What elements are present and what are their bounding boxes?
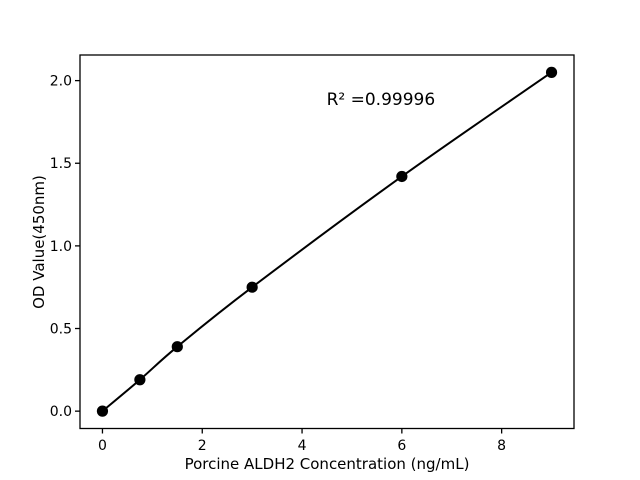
- y-tick-label: 2.0: [50, 74, 72, 90]
- x-tick-label: 0: [98, 438, 107, 454]
- data-point-marker: [171, 341, 183, 353]
- x-axis-label: Porcine ALDH2 Concentration (ng/mL): [185, 455, 470, 473]
- y-tick-label: 1.5: [50, 156, 72, 172]
- x-tick-label: 8: [497, 438, 506, 454]
- x-tick-label: 4: [298, 438, 307, 454]
- data-point-marker: [396, 170, 408, 183]
- y-axis-label: OD Value(450nm): [30, 175, 48, 309]
- y-tick-label: 0.0: [50, 404, 72, 420]
- x-tick-label: 2: [198, 438, 207, 454]
- r-squared-annotation: R² =0.99996: [327, 90, 436, 110]
- y-tick-label: 1.0: [50, 239, 72, 255]
- y-tick-label: 0.5: [50, 322, 72, 338]
- axes-spines: [79, 54, 575, 430]
- data-point-marker: [246, 281, 258, 293]
- data-point-marker: [134, 374, 146, 386]
- data-point-marker: [545, 66, 558, 78]
- plot-area: 0 2 4 6 8 0.0 0.5 1.0 1.5 2.0: [50, 54, 575, 454]
- data-point-marker: [96, 405, 109, 417]
- x-tick-label: 6: [397, 438, 406, 454]
